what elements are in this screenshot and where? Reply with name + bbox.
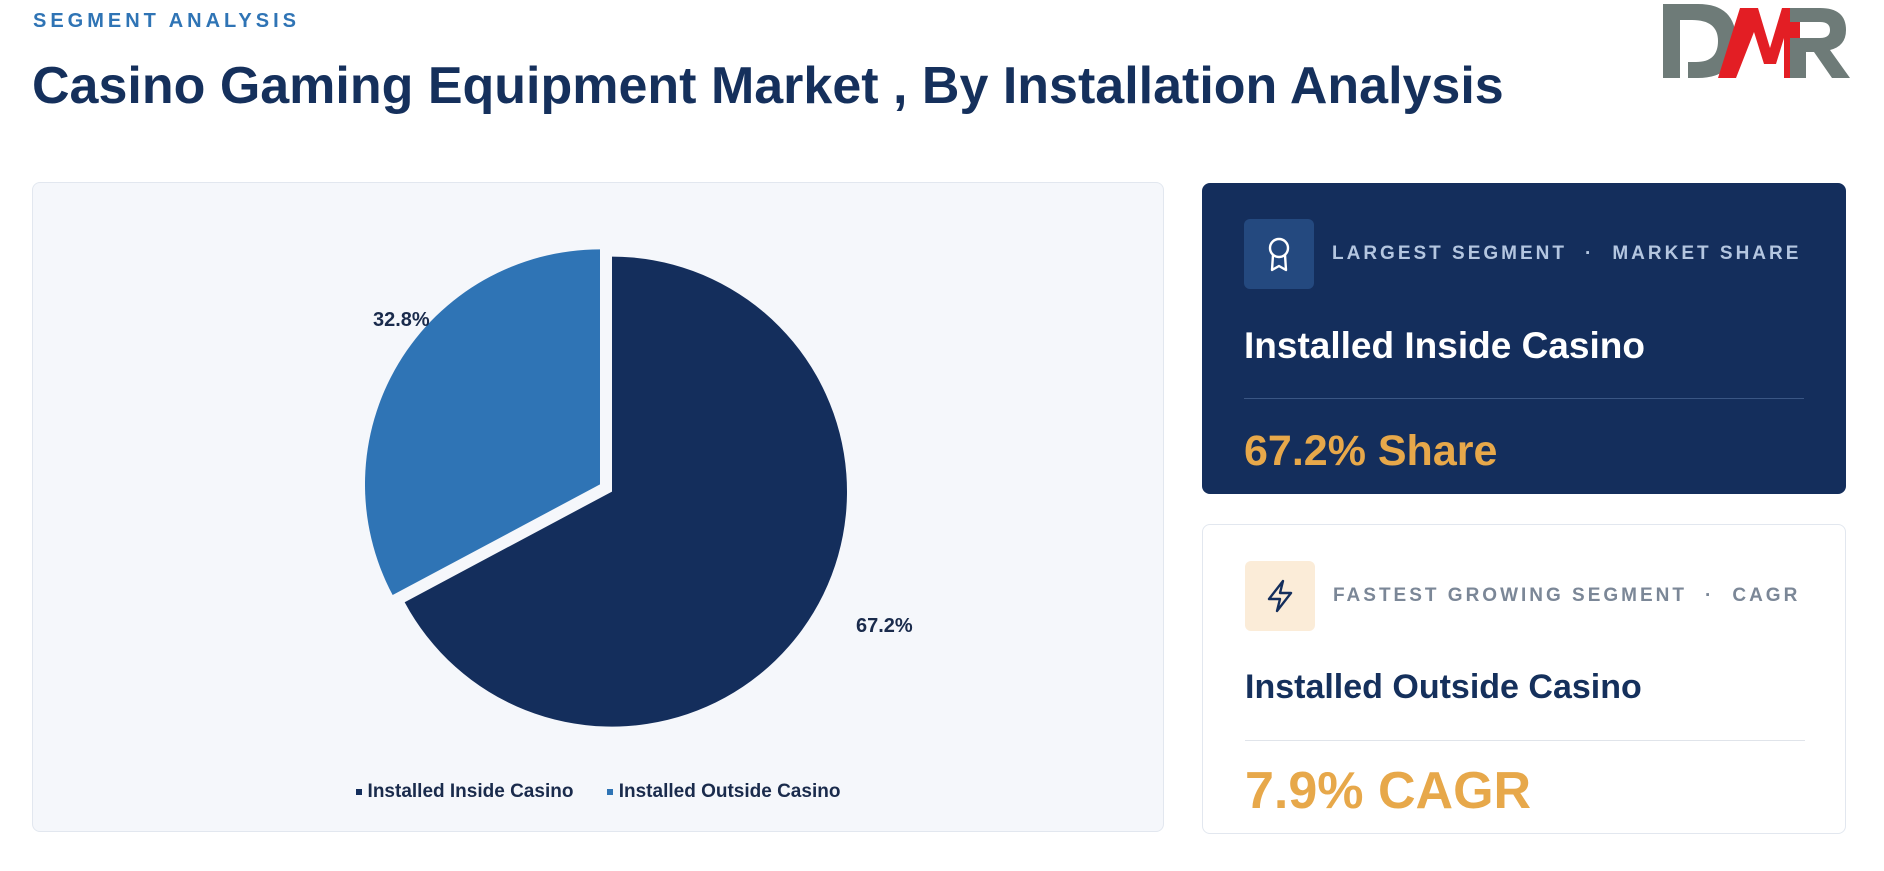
fastest-segment-card: FASTEST GROWING SEGMENT · CAGR Installed O… [1202, 524, 1846, 834]
lightning-icon [1245, 561, 1315, 631]
legend-label-inside: Installed Inside Casino [367, 781, 574, 802]
legend-swatch-outside [606, 789, 613, 795]
logo-letter-m [1718, 8, 1800, 78]
fastest-segment-value: 7.9% CAGR [1245, 762, 1532, 820]
largest-segment-label: LARGEST SEGMENT · MARKET SHARE [1332, 243, 1802, 264]
fastest-segment-label: FASTEST GROWING SEGMENT · CAGR [1333, 585, 1801, 606]
chart-legend: Installed Inside Casino Installed Outsid… [33, 779, 1163, 803]
legend-item-inside[interactable]: Installed Inside Casino [355, 781, 574, 803]
data-label-inside: 67.2% [856, 615, 913, 637]
divider [1244, 398, 1804, 399]
legend-swatch-inside [355, 789, 362, 795]
award-icon [1244, 219, 1314, 289]
fastest-segment-name: Installed Outside Casino [1245, 668, 1642, 706]
logo-letter-r [1790, 8, 1850, 78]
section-eyebrow: SEGMENT ANALYSIS [33, 10, 300, 32]
logo-letter-d [1663, 4, 1736, 78]
pie-slice-inside[interactable] [404, 256, 848, 727]
chart-panel: 67.2% 32.8% Installed Inside Casino Insta… [32, 182, 1164, 832]
legend-item-outside[interactable]: Installed Outside Casino [606, 781, 841, 803]
pie-slice-outside[interactable] [364, 249, 600, 596]
divider [1245, 740, 1805, 741]
largest-segment-card: LARGEST SEGMENT · MARKET SHARE Installed I… [1202, 183, 1846, 494]
legend-label-outside: Installed Outside Casino [618, 781, 841, 802]
page-title: Casino Gaming Equipment Market , By Inst… [32, 57, 1504, 115]
pie-chart: 67.2% 32.8% [364, 249, 913, 727]
largest-segment-name: Installed Inside Casino [1244, 325, 1645, 366]
dmr-logo [1663, 4, 1850, 78]
data-label-outside: 32.8% [373, 309, 430, 331]
largest-segment-value: 67.2% Share [1244, 427, 1498, 475]
